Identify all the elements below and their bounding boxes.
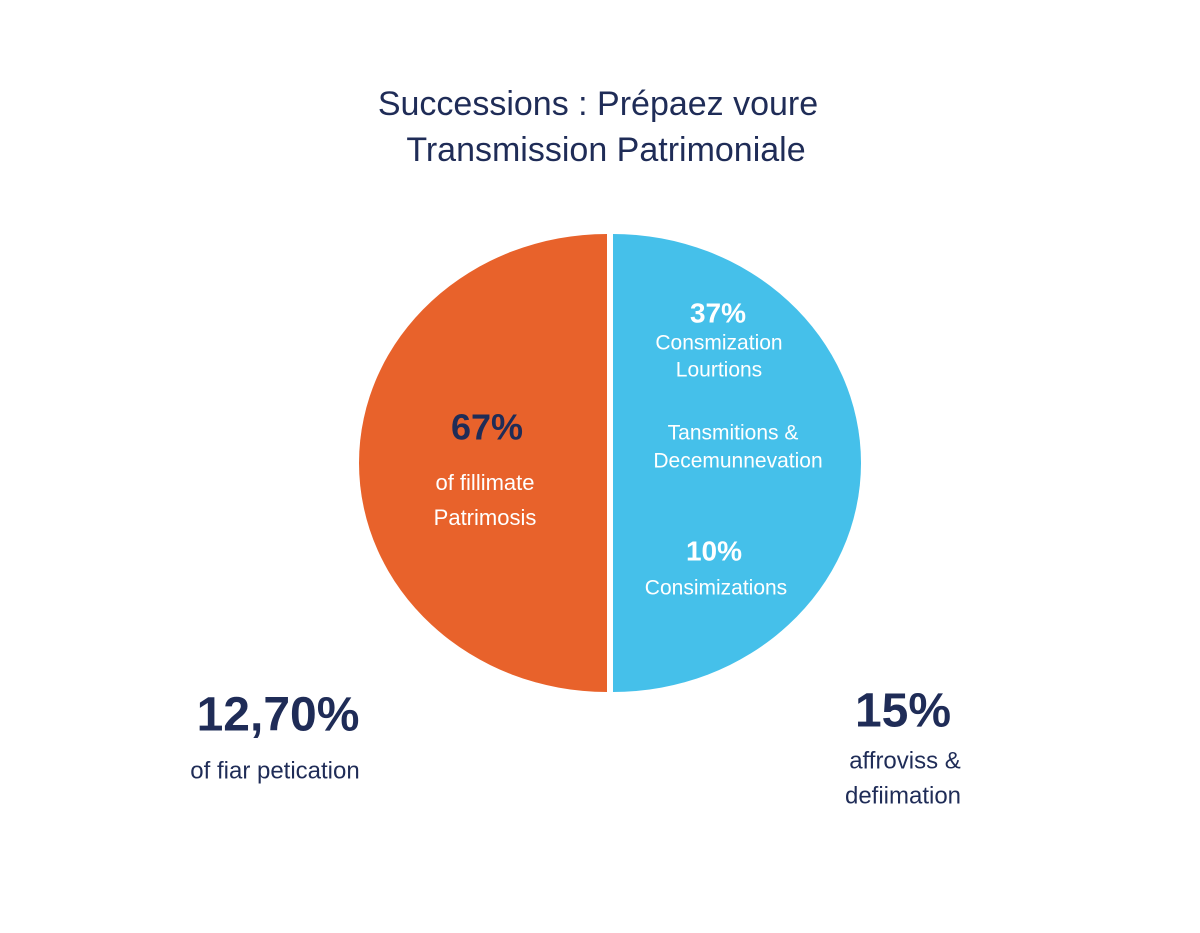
slice-label: Tansmitions & bbox=[668, 422, 799, 445]
slice-label: 67% bbox=[451, 407, 523, 448]
stat-value: 15% bbox=[855, 685, 951, 738]
stat-text: affroviss & bbox=[849, 747, 961, 774]
pie-slice bbox=[613, 234, 861, 692]
slice-label: Decemunnevation bbox=[653, 450, 822, 473]
stat-value: 12,70% bbox=[197, 689, 360, 742]
slice-label: Consimizations bbox=[645, 577, 787, 600]
pie-slice bbox=[359, 234, 607, 692]
stat-text: defiimation bbox=[845, 782, 961, 809]
slice-label: Consmization bbox=[655, 332, 782, 355]
slice-label: Lourtions bbox=[676, 359, 762, 382]
pie bbox=[359, 234, 861, 692]
chart-title: Transmission Patrimoniale bbox=[406, 131, 805, 169]
chart-title: Successions : Prépaez voure bbox=[378, 85, 818, 123]
slice-label: 10% bbox=[686, 535, 742, 566]
slice-label: 37% bbox=[690, 297, 746, 328]
slice-label: Patrimosis bbox=[434, 505, 537, 530]
slice-label: of fillimate bbox=[435, 470, 534, 495]
stat-text: of fiar petication bbox=[190, 757, 359, 784]
